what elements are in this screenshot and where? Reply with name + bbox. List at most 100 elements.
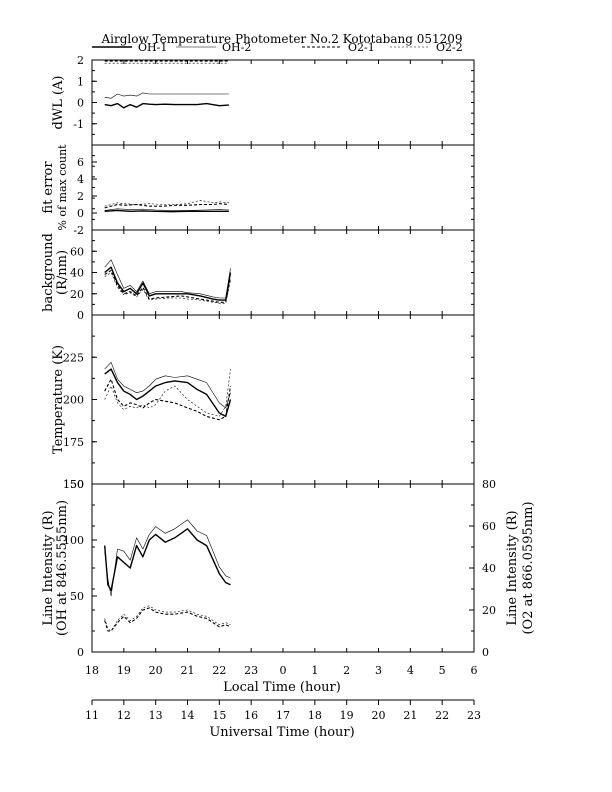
ytick-label: 40 <box>70 267 84 280</box>
ytick-right-label: 80 <box>482 478 496 491</box>
universal-time-tick-label: 17 <box>276 709 290 722</box>
ytick-label: 4 <box>77 173 84 186</box>
ytick-label: 60 <box>70 245 84 258</box>
ylabel: background <box>41 233 56 312</box>
ytick-label: 150 <box>63 478 84 491</box>
local-time-tick-label: 1 <box>311 664 318 677</box>
ytick-label: 0 <box>77 97 84 110</box>
series-line-oh-1 <box>104 209 229 213</box>
series-line-oh-2 <box>104 259 231 299</box>
universal-time-tick-label: 22 <box>435 709 449 722</box>
ytick-label: 50 <box>70 590 84 603</box>
ytick-label: 0 <box>77 309 84 322</box>
ytick-right-label: 0 <box>482 646 489 659</box>
panel-frame-temperature <box>91 314 475 485</box>
ytick-label: 150 <box>63 478 84 491</box>
ytick-label: 225 <box>63 351 84 364</box>
ytick-label: 200 <box>63 394 84 407</box>
local-time-tick-label: 22 <box>212 664 226 677</box>
series-line-oh-1 <box>104 528 231 592</box>
series-line-o2-1 <box>104 607 231 632</box>
panel-background: 60 40 20 0 background (R/nm) <box>41 229 475 322</box>
ytick-right-label: 40 <box>482 562 496 575</box>
local-time-tick-label: 5 <box>439 664 446 677</box>
ytick-label: 1 <box>77 75 84 88</box>
ytick-label: -2 <box>73 224 84 237</box>
universal-time-tick-label: 16 <box>244 709 258 722</box>
local-time-tick-label: 4 <box>407 664 414 677</box>
panel-fit-error: -2 6 4 2 0 fit error% of max count <box>41 144 475 237</box>
series-line-o2-2 <box>104 369 231 417</box>
legend-label-o2-2: O2-2 <box>436 41 463 54</box>
series-line-oh-1 <box>104 102 229 109</box>
ytick-label: 175 <box>63 436 84 449</box>
series-line-oh-2 <box>104 519 231 597</box>
local-time-tick-label: 3 <box>375 664 382 677</box>
legend: OH-1 OH-2 O2-1 O2-2 <box>92 41 463 54</box>
series-line-o2-1 <box>104 269 232 303</box>
ytick-label: 20 <box>70 288 84 301</box>
ytick-label: 100 <box>63 534 84 547</box>
panel-frame-dwl <box>91 59 475 146</box>
local-time-tick-label: 21 <box>181 664 195 677</box>
universal-time-tick-label: 23 <box>467 709 481 722</box>
ytick-label: 0 <box>77 646 84 659</box>
chart-title: Airglow Temperature Photometer No.2 Koto… <box>100 32 462 46</box>
series-line-o2-1 <box>104 378 232 421</box>
series-line-oh-2 <box>104 92 229 99</box>
universal-time-tick-label: 14 <box>181 709 195 722</box>
ylabel: dWL (A) <box>51 76 66 130</box>
universal-time-tick-label: 13 <box>149 709 163 722</box>
local-time-tick-label: 20 <box>149 664 163 677</box>
ylabel: Line Intensity (R) <box>41 510 56 625</box>
universal-time-tick-label: 21 <box>403 709 417 722</box>
ylabel: Temperature (K) <box>51 345 66 454</box>
universal-time-axis: 11 12 13 14 15 16 17 18 19 20 21 22 23 <box>85 699 481 722</box>
panel-frame-background <box>91 229 475 316</box>
legend-label-o2-1: O2-1 <box>348 41 375 54</box>
universal-time-tick-label: 20 <box>372 709 386 722</box>
ytick-label: 0 <box>77 207 84 220</box>
panel-dwl: 2 1 0 -1 dWL (A) <box>51 54 475 146</box>
local-time-tick-label: 0 <box>280 664 287 677</box>
series-line-o2-2 <box>104 272 231 304</box>
ylabel-right-2: (O2 at 866.0595nm) <box>521 501 536 634</box>
universal-time-tick-label: 12 <box>117 709 131 722</box>
local-time-axis: 18 19 20 21 22 23 0 1 2 3 4 5 6 <box>85 664 478 677</box>
legend-label-oh-2: OH-2 <box>222 41 251 54</box>
ytick-right-label: 20 <box>482 604 496 617</box>
local-time-tick-label: 18 <box>85 664 99 677</box>
universal-time-tick-label: 18 <box>308 709 322 722</box>
ytick-label: 2 <box>77 54 84 67</box>
universal-time-axis-label: Universal Time (hour) <box>209 725 354 740</box>
ylabel-2: (OH at 846.5555nm) <box>55 500 70 636</box>
ylabel-2: (R/nm) <box>55 250 70 295</box>
series-line-o2-1 <box>104 203 229 209</box>
ytick-label: -1 <box>73 118 84 131</box>
series-line-o2-2 <box>104 605 231 632</box>
local-time-tick-label: 6 <box>471 664 478 677</box>
legend-label-oh-1: OH-1 <box>138 41 167 54</box>
ytick-label: 6 <box>77 156 84 169</box>
local-time-tick-label: 2 <box>343 664 350 677</box>
ytick-label: 2 <box>77 190 84 203</box>
universal-time-tick-label: 19 <box>340 709 354 722</box>
local-time-tick-label: 19 <box>117 664 131 677</box>
series-line-oh-2 <box>104 208 229 211</box>
universal-time-tick-label: 15 <box>212 709 226 722</box>
panel-frame-line-intensity <box>91 483 475 653</box>
universal-time-tick-label: 11 <box>85 709 99 722</box>
local-time-axis-label: Local Time (hour) <box>223 680 341 695</box>
series-line-oh-2 <box>104 361 231 409</box>
panel-temperature: 225 200 175 150 Temperature (K) <box>51 314 475 491</box>
series-line-oh-1 <box>104 368 232 418</box>
ytick-right-label: 60 <box>482 520 496 533</box>
ylabel-2: % of max count <box>56 144 69 231</box>
ylabel-right: Line Intensity (R) <box>505 510 520 625</box>
local-time-tick-label: 23 <box>244 664 258 677</box>
panel-frame-fit-error <box>91 144 475 231</box>
series-line-o2-2 <box>104 200 229 207</box>
